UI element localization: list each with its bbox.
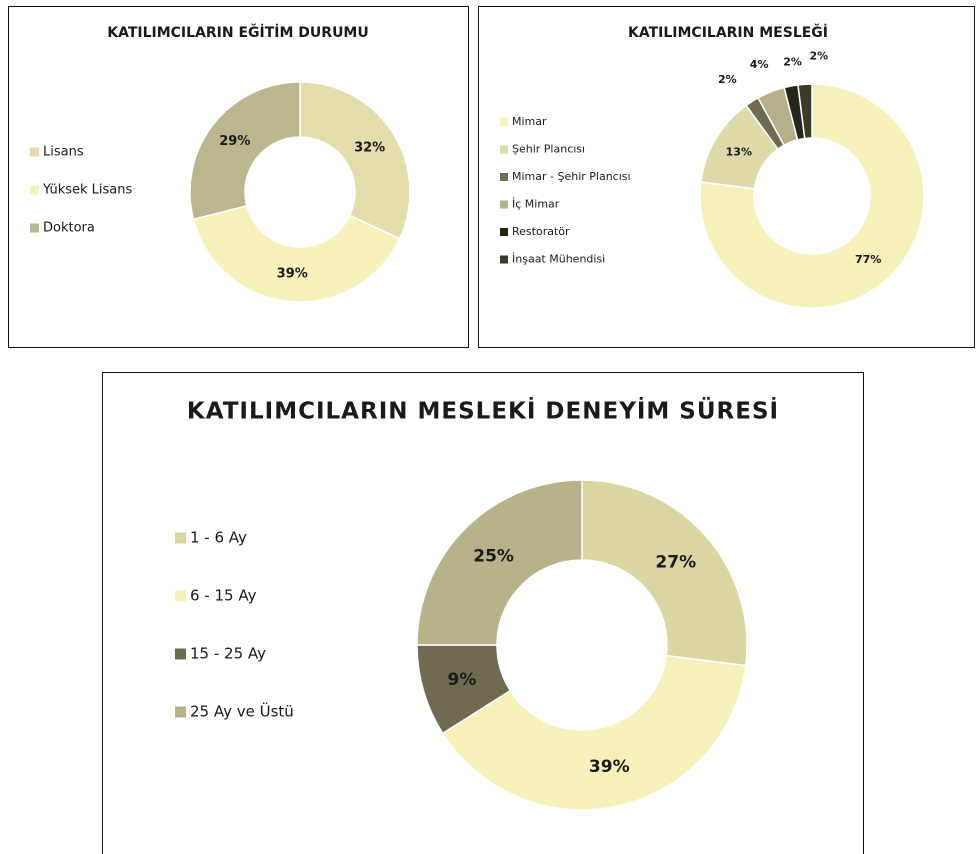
donut-slice: [797, 83, 813, 140]
legend-label: Mimar - Şehir Plancısı: [512, 170, 631, 183]
data-label: 2%: [783, 55, 802, 68]
legend-swatch: [500, 145, 508, 154]
chart-title: KATILIMCILARIN MESLEKİ DENEYİM SÜRESİ: [187, 397, 779, 425]
legend-label: 25 Ay ve Üstü: [190, 702, 294, 721]
legend-swatch: [30, 147, 39, 157]
legend-label: Yüksek Lisans: [42, 183, 132, 198]
data-label: 39%: [589, 757, 630, 777]
data-label: 4%: [750, 58, 769, 71]
legend-label: 1 - 6 Ay: [190, 529, 247, 547]
legend-label: Mimar: [512, 115, 547, 128]
data-label: 32%: [354, 140, 385, 155]
data-label: 2%: [718, 73, 737, 86]
chart-title: KATILIMCILARIN EĞİTİM DURUMU: [107, 23, 369, 41]
legend-swatch: [175, 706, 186, 718]
legend-label: Restoratör: [512, 225, 570, 238]
legend-swatch: [30, 223, 39, 233]
legend-label: Şehir Plancısı: [512, 143, 585, 156]
legend-swatch: [500, 255, 508, 264]
donut-slice: [189, 81, 301, 221]
legend-swatch: [30, 185, 39, 195]
data-label: 2%: [809, 49, 828, 62]
donut-slice: [581, 479, 748, 667]
donut-slice: [299, 81, 411, 240]
legend-label: 15 - 25 Ay: [190, 645, 266, 663]
donut-slice: [699, 83, 925, 309]
donut-slice: [441, 654, 747, 811]
legend-label: 6 - 15 Ay: [190, 587, 257, 605]
data-label: 13%: [726, 146, 752, 159]
data-label: 39%: [277, 267, 308, 282]
chart-title: KATILIMCILARIN MESLEĞİ: [628, 23, 828, 41]
data-label: 27%: [655, 552, 696, 572]
legend-swatch: [175, 532, 186, 544]
legend-swatch: [500, 118, 508, 126]
data-label: 9%: [448, 670, 477, 690]
legend-swatch: [500, 228, 508, 236]
data-label: 25%: [473, 547, 514, 567]
legend-label: Doktora: [43, 221, 95, 236]
data-label: 29%: [219, 134, 250, 149]
legend-swatch: [500, 200, 508, 209]
donut-slice: [416, 479, 583, 646]
data-label: 77%: [855, 253, 881, 266]
legend-label: İç Mimar: [512, 198, 560, 211]
legend-swatch: [500, 173, 508, 181]
legend-label: İnşaat Mühendisi: [512, 253, 605, 266]
legend-swatch: [175, 590, 186, 602]
legend-swatch: [175, 648, 186, 660]
legend-label: Lisans: [43, 145, 84, 160]
donut-slice: [192, 204, 401, 303]
